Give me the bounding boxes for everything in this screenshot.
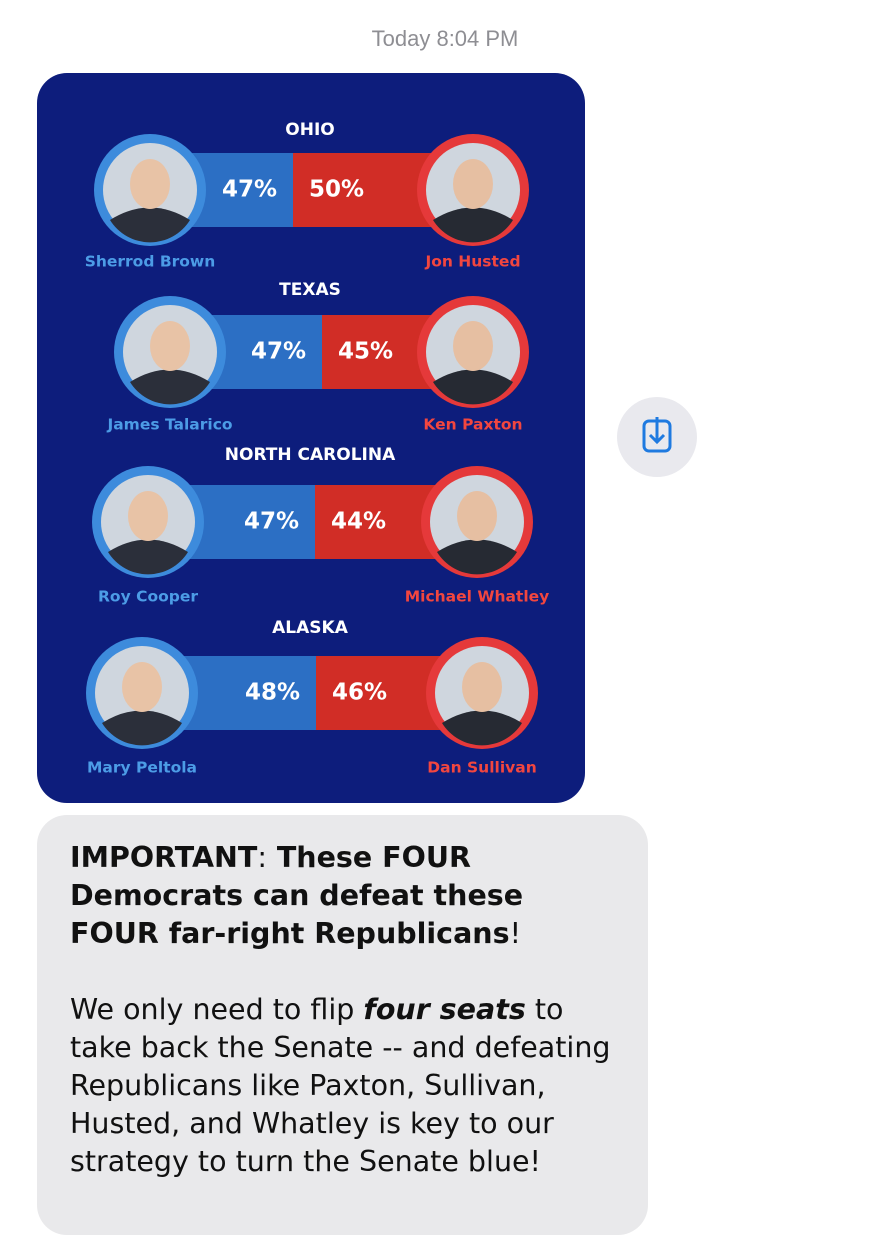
candidate-shoulders [433,207,513,243]
democrat-name: Sherrod Brown [85,253,216,271]
candidate-face [128,491,168,541]
republican-name: Michael Whatley [405,588,550,606]
timestamp: Today 8:04 PM [0,26,890,52]
save-icon-arrowhead [648,433,666,445]
democrat-name: Mary Peltola [87,759,197,777]
candidate-shoulders [442,710,522,746]
candidate-shoulders [437,539,517,575]
timestamp-time: 8:04 PM [436,26,519,51]
candidate-shoulders [130,369,210,405]
candidate-face [462,662,502,712]
message-text: ! [509,917,522,950]
republican-percent: 45% [338,339,393,365]
candidate-shoulders [108,539,188,575]
message-text: IMPORTANT [70,841,258,874]
republican-name: Jon Husted [424,253,520,271]
state-label: OHIO [285,120,334,140]
candidate-shoulders [433,369,513,405]
candidate-face [453,321,493,371]
poll-image[interactable]: OHIO 47% 50% Sherrod Brown Jon Husted TEXAS 47… [37,73,585,803]
image-background [37,73,585,803]
message-text: four seats [363,993,526,1026]
candidate-face [150,321,190,371]
democrat-percent: 47% [244,509,299,535]
state-label: TEXAS [279,280,341,300]
state-label: NORTH CAROLINA [225,445,396,465]
republican-percent: 50% [309,177,364,203]
message-text: These FOUR Democrats can defeat these FO… [70,841,524,950]
republican-percent: 46% [332,680,387,706]
message-text: We only need to flip [70,993,364,1026]
candidate-face [130,159,170,209]
message-text: to take back the Senate -- and defeating… [70,993,611,1178]
democrat-percent: 48% [245,680,300,706]
candidate-shoulders [110,207,190,243]
republican-name: Dan Sullivan [427,759,537,777]
message-text: : [257,841,267,874]
republican-name: Ken Paxton [423,416,522,434]
republican-percent: 44% [331,509,386,535]
message-paragraph: IMPORTANT: These FOUR Democrats can defe… [70,839,618,953]
democrat-name: Roy Cooper [98,588,198,606]
screen: Today 8:04 PM OHIO 47% 50% Sherrod Brown Jon… [0,26,890,1235]
save-button[interactable] [617,397,697,477]
state-label: ALASKA [272,618,349,638]
democrat-name: James Talarico [106,416,232,434]
candidate-shoulders [102,710,182,746]
message-paragraph: We only need to flip four seats to take … [70,991,618,1181]
candidate-face [457,491,497,541]
candidate-face [122,662,162,712]
democrat-percent: 47% [222,177,277,203]
message-bubble: IMPORTANT: These FOUR Democrats can defe… [37,815,648,1235]
candidate-face [453,159,493,209]
timestamp-day: Today [371,26,431,51]
democrat-percent: 47% [251,339,306,365]
